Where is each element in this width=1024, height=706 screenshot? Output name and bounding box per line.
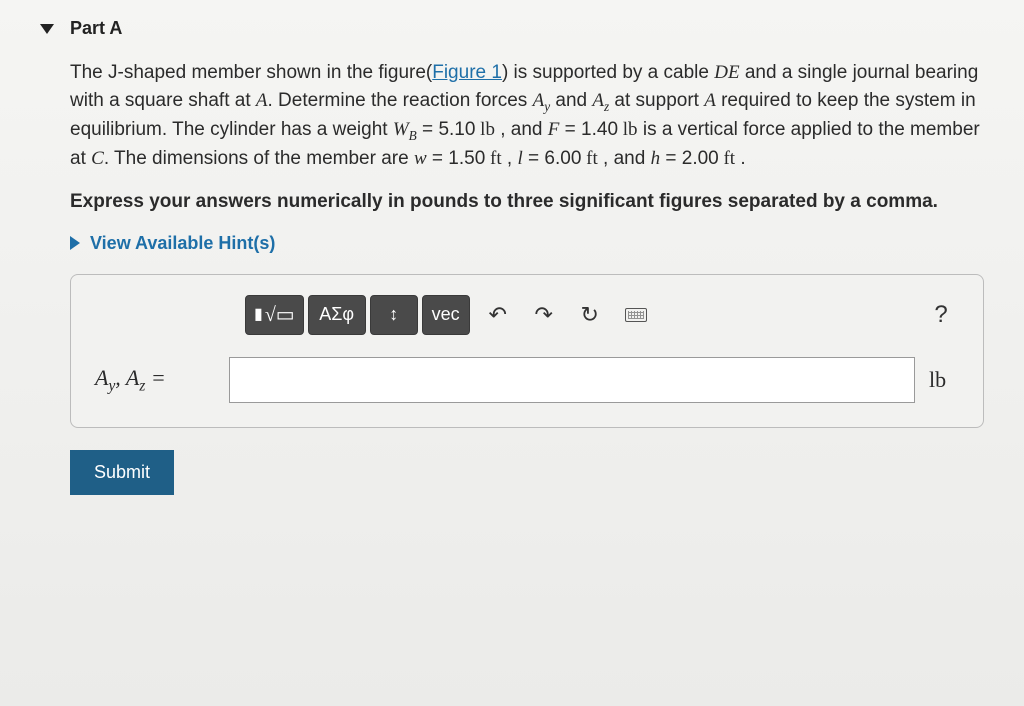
lbl-eq: = bbox=[145, 365, 165, 390]
var-F: F bbox=[548, 119, 560, 140]
var-Az: A bbox=[592, 90, 604, 111]
hints-label: View Available Hint(s) bbox=[90, 230, 275, 256]
eq: = bbox=[559, 119, 581, 140]
pt-A: A bbox=[256, 90, 268, 111]
redo-button[interactable]: ↷ bbox=[526, 297, 562, 333]
answer-label: Ay, Az = bbox=[95, 362, 215, 398]
reset-button[interactable]: ↻ bbox=[572, 297, 608, 333]
answer-input[interactable] bbox=[229, 357, 915, 403]
text: , and bbox=[598, 148, 651, 169]
val: 5.10 bbox=[438, 119, 475, 140]
keyboard-icon bbox=[625, 308, 647, 322]
unit: ft bbox=[485, 148, 501, 169]
undo-button[interactable]: ↶ bbox=[480, 297, 516, 333]
eq: = bbox=[417, 119, 439, 140]
answer-panel: ▮√▭ ΑΣφ ↕ vec ↶ ↷ ↻ ? Ay, Az = lb bbox=[70, 274, 984, 428]
toolbar-group: ▮√▭ ΑΣφ ↕ vec bbox=[245, 295, 470, 335]
hints-toggle[interactable]: View Available Hint(s) bbox=[70, 230, 984, 256]
subsup-button[interactable]: ↕ bbox=[370, 295, 418, 335]
templates-button[interactable]: ▮√▭ bbox=[245, 295, 304, 335]
eq: = bbox=[427, 148, 449, 169]
figure-link[interactable]: Figure 1 bbox=[432, 62, 502, 83]
equation-toolbar: ▮√▭ ΑΣφ ↕ vec ↶ ↷ ↻ ? bbox=[245, 295, 959, 335]
var-Ay: A bbox=[533, 90, 545, 111]
answer-instruction: Express your answers numerically in poun… bbox=[70, 188, 984, 216]
text: . The dimensions of the member are bbox=[104, 148, 414, 169]
var-h: h bbox=[651, 148, 661, 169]
var-WB: W bbox=[393, 119, 409, 140]
question-page: Part A The J-shaped member shown in the … bbox=[0, 0, 1024, 706]
var-DE: DE bbox=[714, 62, 739, 83]
val: 6.00 bbox=[544, 148, 581, 169]
pt-A2: A bbox=[704, 90, 716, 111]
text: , bbox=[502, 148, 518, 169]
val: 1.50 bbox=[448, 148, 485, 169]
caret-down-icon bbox=[40, 24, 54, 34]
vec-button[interactable]: vec bbox=[422, 295, 470, 335]
problem-statement: The J-shaped member shown in the figure(… bbox=[70, 59, 984, 172]
sub-B: B bbox=[409, 127, 417, 142]
unit: ft bbox=[719, 148, 735, 169]
pt-C: C bbox=[91, 148, 104, 169]
lbl-Az: A bbox=[126, 365, 139, 390]
sqrt-icon: √▭ bbox=[265, 302, 295, 327]
text: and bbox=[550, 90, 592, 111]
text: . bbox=[735, 148, 746, 169]
answer-row: Ay, Az = lb bbox=[95, 357, 959, 403]
text: . Determine the reaction forces bbox=[268, 90, 533, 111]
greek-button[interactable]: ΑΣφ bbox=[308, 295, 366, 335]
val: 1.40 bbox=[581, 119, 618, 140]
text: The J-shaped member shown in the figure( bbox=[70, 62, 432, 83]
lbl-Ay: A bbox=[95, 365, 108, 390]
unit: ft bbox=[581, 148, 597, 169]
eq: = bbox=[660, 148, 682, 169]
fraction-icon: ▮ bbox=[254, 307, 263, 323]
submit-button[interactable]: Submit bbox=[70, 450, 174, 495]
val: 2.00 bbox=[682, 148, 719, 169]
text: at support bbox=[609, 90, 704, 111]
var-w: w bbox=[414, 148, 427, 169]
unit: lb bbox=[618, 119, 638, 140]
unit: lb bbox=[475, 119, 495, 140]
eq: = bbox=[523, 148, 545, 169]
help-button[interactable]: ? bbox=[923, 297, 959, 333]
text: , and bbox=[495, 119, 548, 140]
caret-right-icon bbox=[70, 236, 80, 250]
keyboard-button[interactable] bbox=[618, 297, 654, 333]
part-title: Part A bbox=[70, 18, 122, 39]
part-header[interactable]: Part A bbox=[40, 12, 984, 59]
problem-body: The J-shaped member shown in the figure(… bbox=[40, 59, 984, 428]
text: ) is supported by a cable bbox=[502, 62, 714, 83]
answer-unit: lb bbox=[929, 364, 959, 396]
lbl-sep: , bbox=[115, 365, 126, 390]
